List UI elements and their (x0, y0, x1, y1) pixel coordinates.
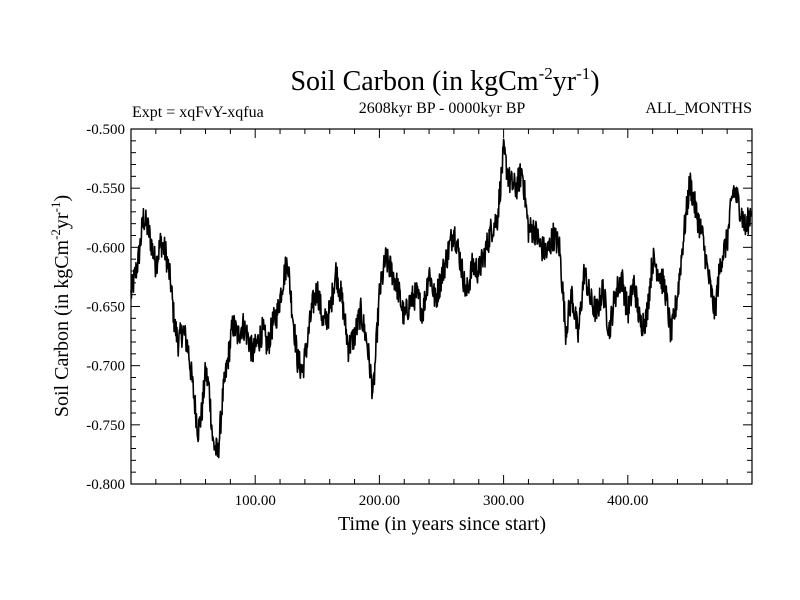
chart-title: Soil Carbon (in kgCm-2yr-1) (290, 64, 599, 97)
y-tick-label: -0.500 (86, 122, 125, 138)
y-axis-label: Soil Carbon (in kgCm-2yr-1) (48, 195, 73, 417)
months-label: ALL_MONTHS (645, 100, 752, 117)
y-tick-label: -0.600 (86, 240, 125, 256)
y-tick-label: -0.750 (86, 418, 125, 434)
axis-tick-labels: 100.00 200.00 300.00 400.00 -0.500 -0.550 -0.6… (86, 122, 648, 509)
x-tick-label: 100.00 (235, 493, 276, 509)
chart-subtitle: 2608kyr BP - 0000kyr BP (359, 100, 526, 117)
x-tick-label: 200.00 (359, 493, 400, 509)
x-axis-label: Time (in years since start) (338, 513, 546, 535)
x-tick-label: 300.00 (483, 493, 524, 509)
y-tick-label: -0.550 (86, 181, 125, 197)
y-tick-label: -0.800 (86, 477, 125, 493)
x-tick-label: 400.00 (607, 493, 648, 509)
axis-ticks (131, 128, 752, 485)
experiment-label: Expt = xqFvY-xqfua (132, 104, 264, 121)
y-tick-label: -0.700 (86, 359, 125, 375)
plot-frame (130, 128, 753, 485)
y-tick-label: -0.650 (86, 300, 125, 316)
series-line-soil-carbon (130, 138, 753, 459)
